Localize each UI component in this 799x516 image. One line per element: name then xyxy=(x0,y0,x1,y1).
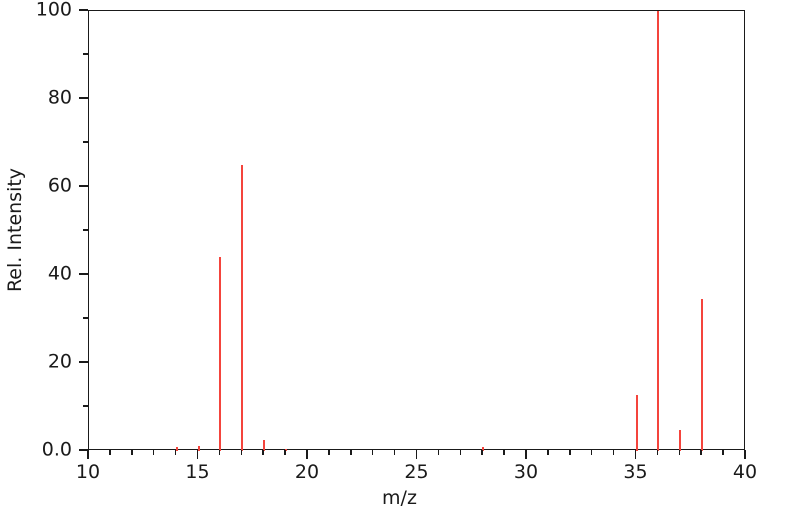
spectrum-peak xyxy=(482,446,485,451)
x-axis-minor-tick xyxy=(481,450,483,455)
spectrum-peaks xyxy=(89,11,746,451)
x-axis-major-tick xyxy=(744,450,746,459)
y-axis-major-tick xyxy=(79,449,88,451)
x-axis-minor-tick xyxy=(131,450,133,455)
spectrum-peak xyxy=(285,448,288,451)
y-axis-tick-label: 0.0 xyxy=(41,438,72,461)
x-axis-minor-tick xyxy=(437,450,440,455)
x-axis-major-tick xyxy=(525,450,527,459)
y-axis-tick-label: 60 xyxy=(47,174,72,197)
x-axis-minor-tick xyxy=(152,450,155,455)
x-axis-minor-tick xyxy=(547,450,549,455)
spectrum-peak xyxy=(241,165,244,451)
y-axis-minor-tick xyxy=(83,405,88,407)
x-axis-major-tick xyxy=(306,450,308,459)
y-axis-minor-tick xyxy=(83,141,88,143)
y-axis-major-tick xyxy=(79,361,88,363)
x-axis-minor-tick xyxy=(656,450,659,455)
spectrum-peak xyxy=(657,11,660,451)
x-axis-minor-tick xyxy=(109,450,111,455)
x-axis-minor-tick xyxy=(612,450,615,455)
y-axis-major-tick xyxy=(79,185,88,187)
x-axis-minor-tick xyxy=(174,450,177,455)
x-axis-tick-label: 40 xyxy=(732,461,758,483)
y-axis-major-tick xyxy=(79,97,88,99)
y-axis-major-tick xyxy=(79,273,88,275)
spectrum-peak xyxy=(679,429,682,451)
x-axis-minor-tick xyxy=(284,450,286,455)
x-axis-major-tick xyxy=(415,450,418,459)
y-axis-label-container: Rel. Intensity xyxy=(0,0,30,460)
y-axis-tick-label: 40 xyxy=(47,262,72,285)
x-axis-tick-label: 30 xyxy=(513,461,539,483)
y-axis-minor-tick xyxy=(83,229,88,231)
x-axis-minor-tick xyxy=(350,450,352,455)
x-axis-minor-tick xyxy=(328,450,330,455)
x-axis-minor-tick xyxy=(240,450,243,455)
x-axis-major-tick xyxy=(196,450,199,459)
x-axis-minor-tick xyxy=(722,450,724,455)
x-axis-minor-tick xyxy=(700,450,702,455)
spectrum-peak xyxy=(263,440,266,451)
x-axis-minor-tick xyxy=(262,450,264,455)
x-axis-tick-label: 10 xyxy=(75,461,101,483)
spectrum-peak xyxy=(219,257,222,451)
x-axis-minor-tick xyxy=(678,450,681,455)
spectrum-peak xyxy=(701,299,704,451)
spectrum-peak xyxy=(197,445,200,451)
y-axis-minor-tick xyxy=(83,53,88,55)
x-axis-tick-label: 15 xyxy=(185,461,210,483)
x-axis-major-tick xyxy=(87,450,89,459)
x-axis-tick-label: 20 xyxy=(294,461,320,483)
y-axis-tick-label: 80 xyxy=(47,86,72,109)
x-axis-minor-tick xyxy=(218,450,221,455)
x-axis-minor-tick xyxy=(393,450,396,455)
x-axis-tick-label: 35 xyxy=(623,461,648,483)
y-axis-major-tick xyxy=(79,9,88,11)
spectrum-peak xyxy=(175,447,178,451)
y-axis-label: Rel. Intensity xyxy=(4,167,26,293)
x-axis-minor-tick xyxy=(503,450,505,455)
x-axis-minor-tick xyxy=(590,450,593,455)
plot-area xyxy=(88,10,746,451)
x-axis-minor-tick xyxy=(459,450,462,455)
y-axis-tick-label: 100 xyxy=(35,0,72,21)
x-axis-minor-tick xyxy=(569,450,571,455)
x-axis-major-tick xyxy=(634,450,637,459)
x-axis-tick-label: 25 xyxy=(404,461,429,483)
x-axis-minor-tick xyxy=(371,450,374,455)
x-axis-label: m/z xyxy=(382,487,417,509)
y-axis-minor-tick xyxy=(83,317,88,319)
y-axis-tick-label: 20 xyxy=(47,350,72,373)
spectrum-peak xyxy=(635,394,638,451)
